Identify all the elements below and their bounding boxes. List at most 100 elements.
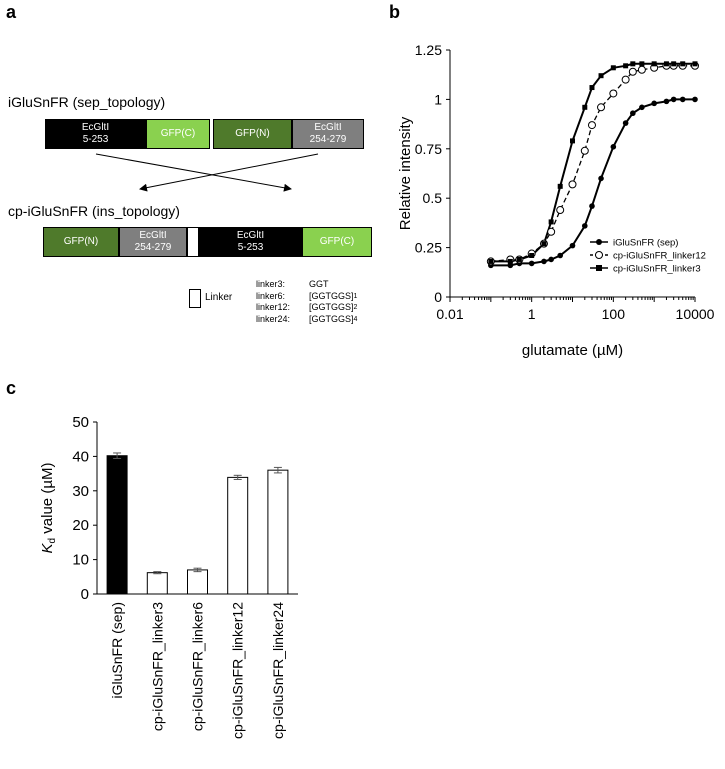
x-tick-label: 10000 xyxy=(676,306,715,322)
data-point xyxy=(529,253,535,259)
category-label: iGluSnFR (sep) xyxy=(109,602,125,698)
y-tick-label: 50 xyxy=(72,414,89,431)
data-point xyxy=(637,65,646,74)
data-point xyxy=(569,242,576,249)
y-tick-label: 1.25 xyxy=(415,42,442,58)
y-tick-label: 0.5 xyxy=(423,190,443,206)
x-tick-label: 100 xyxy=(602,306,626,322)
data-point xyxy=(610,144,617,150)
data-point xyxy=(663,61,669,67)
data-point xyxy=(548,219,554,225)
data-point xyxy=(623,63,629,69)
data-point xyxy=(557,252,564,259)
sep-box-gfp-n: GFP(N) xyxy=(213,119,292,149)
ins-box-ecgltl-5-253: EcGltI 5-253 xyxy=(199,227,302,257)
legend-marker xyxy=(596,239,602,245)
x-tick-label: 1 xyxy=(528,306,536,322)
linker-list: linker3: GGT linker6: [GGTGGS] 1 linker12:[… xyxy=(256,279,357,325)
legend-entry: iGluSnFR (sep) xyxy=(613,238,678,249)
ins-topology-label: cp-iGluSnFR (ins_topology) xyxy=(8,203,180,219)
data-point xyxy=(548,256,554,263)
bar xyxy=(227,476,249,595)
data-point xyxy=(628,67,637,76)
data-point xyxy=(630,61,636,67)
data-point xyxy=(671,61,677,67)
panel-letter-a: a xyxy=(6,2,17,22)
data-point xyxy=(581,223,588,229)
data-point xyxy=(598,175,604,182)
category-label: cp-iGluSnFR_linker3 xyxy=(149,602,165,731)
y-tick-label: 0 xyxy=(81,586,89,603)
linker-legend-swatch xyxy=(189,289,201,308)
data-point xyxy=(516,256,522,262)
bar xyxy=(106,455,128,595)
series-line-2 xyxy=(490,62,695,263)
data-point xyxy=(557,183,563,189)
data-point xyxy=(582,104,588,110)
data-point xyxy=(679,96,686,103)
kd-bar-chart: 0 10 20 30 40 50 Kd value (µM) iGluSnFR (sep) c… xyxy=(39,414,298,739)
data-point xyxy=(670,96,677,103)
sep-box-ecgltl-254-279: EcGltI 254-279 xyxy=(292,119,364,149)
sep-box-ecgltl-5-253: EcGltI 5-253 xyxy=(45,119,146,149)
linker-legend-label: Linker xyxy=(205,292,233,303)
data-point xyxy=(639,104,645,111)
bar xyxy=(146,572,168,595)
linker-row: linker3: GGT xyxy=(256,279,329,289)
ins-box-ecgltl-254-279: EcGltI 254-279 xyxy=(119,227,187,257)
sep-topology-label: iGluSnFR (sep_topology) xyxy=(8,94,166,110)
y-tick-label: 40 xyxy=(72,448,89,465)
sep-box-gfp-c: GFP(C) xyxy=(146,119,210,149)
linker-row: linker12: [GGTGGS] 2 xyxy=(256,302,358,312)
ins-box-linker xyxy=(187,227,199,257)
data-point xyxy=(621,75,630,84)
y-tick-label: 20 xyxy=(72,517,89,534)
y-tick-label: 0.25 xyxy=(415,240,442,256)
data-point xyxy=(589,203,595,209)
data-point xyxy=(547,227,556,236)
arrow-right xyxy=(95,153,292,192)
data-point xyxy=(639,61,645,67)
arrow-left xyxy=(139,153,319,192)
data-point xyxy=(651,61,657,67)
linker-row: linker24: [GGTGGS] 4 xyxy=(256,313,358,324)
x-axis-label: glutamate (µM) xyxy=(522,342,623,359)
data-point xyxy=(528,260,535,267)
data-point xyxy=(541,258,547,265)
bar xyxy=(187,569,208,595)
ins-box-gfp-n: GFP(N) xyxy=(43,227,119,257)
data-point xyxy=(609,89,618,98)
data-point xyxy=(570,138,575,144)
data-point xyxy=(556,206,565,215)
panel-letter-c: c xyxy=(6,378,17,398)
data-point xyxy=(630,110,636,117)
category-label: cp-iGluSnFR_linker12 xyxy=(230,602,246,739)
data-point xyxy=(651,100,657,107)
y-axis-label: Kd value (µM) xyxy=(39,463,58,554)
series-line-1 xyxy=(490,65,695,263)
data-point xyxy=(622,120,629,126)
data-point xyxy=(507,258,513,264)
y-tick-label: 0 xyxy=(434,289,442,305)
data-point xyxy=(598,73,604,79)
data-point xyxy=(589,85,595,91)
data-point xyxy=(587,121,596,130)
data-point xyxy=(541,241,547,247)
data-point xyxy=(680,61,686,67)
dose-response-chart: 0 0.25 0.5 0.75 1 1.25 0.01 1 100 10000 glutamate … xyxy=(397,42,715,359)
category-label: cp-iGluSnFR_linker6 xyxy=(190,602,206,731)
data-point xyxy=(597,103,606,112)
panel-letter-b: b xyxy=(389,2,400,22)
linker-row: linker6: [GGTGGS] 1 xyxy=(256,290,358,301)
data-point xyxy=(488,258,494,264)
legend-entry: cp-iGluSnFR_linker12 xyxy=(613,251,706,262)
y-tick-label: 10 xyxy=(72,552,89,569)
category-label: cp-iGluSnFR_linker24 xyxy=(270,602,286,739)
data-point xyxy=(692,61,698,67)
data-point xyxy=(580,146,589,155)
y-tick-label: 1 xyxy=(434,91,442,107)
legend-marker xyxy=(596,265,602,271)
bar xyxy=(267,469,289,595)
legend-entry: cp-iGluSnFR_linker3 xyxy=(613,264,701,275)
y-tick-label: 30 xyxy=(72,483,89,500)
